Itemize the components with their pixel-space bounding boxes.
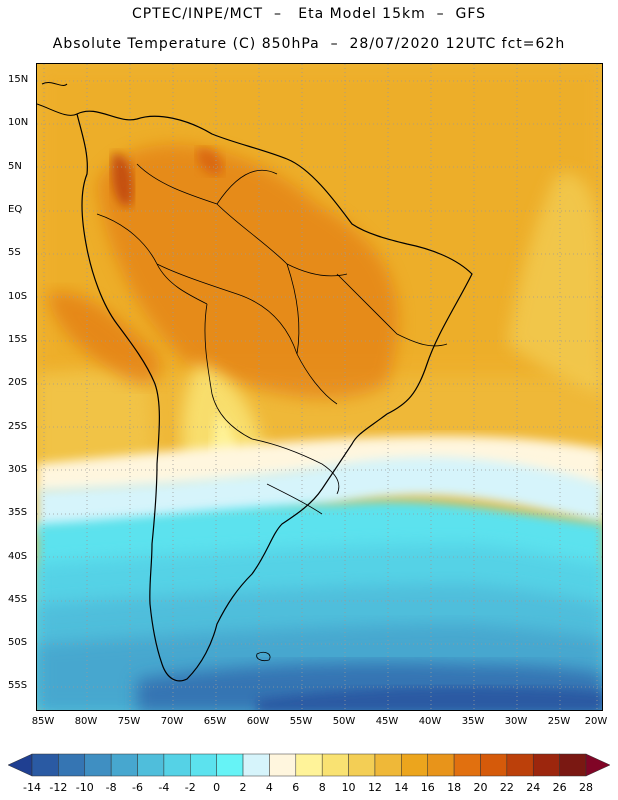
colorbar-swatch [480,753,508,777]
colorbar-min-triangle [7,753,33,777]
colorbar-swatch [269,753,297,777]
central-america-coastline [37,82,78,116]
lat-label-25s: 25S [8,421,28,432]
lat-label-20s: 20S [8,377,28,388]
country-borders [96,163,448,515]
south-america-coastline [76,110,473,682]
colorbar-swatch [506,753,534,777]
colorbar-swatch [84,753,112,777]
map-title: CPTEC/INPE/MCT – Eta Model 15km – GFS [131,6,487,22]
colorbar-tick-label: 12 [367,781,382,794]
lat-label-5s: 5S [8,247,21,258]
lat-label-10s: 10S [8,291,28,302]
colorbar-swatch [321,753,349,777]
colorbar-swatch [58,753,86,777]
lon-label-55w: 55W [289,716,313,727]
colorbar-swatch [137,753,165,777]
colorbar-tick-label: 14 [394,781,409,794]
lat-label-15s: 15S [8,334,28,345]
colorbar-swatch [242,753,270,777]
colorbar-swatch [427,753,455,777]
colorbar-max-triangle [585,753,611,777]
lat-label-eq: EQ [8,204,23,215]
lat-label-10n: 10N [8,117,29,128]
colorbar-swatch [348,753,376,777]
colorbar-swatch [31,753,59,777]
temperature-field [37,64,602,710]
lon-label-85w: 85W [31,716,55,727]
colorbar-tick-label: -14 [23,781,41,794]
lon-label-70w: 70W [160,716,184,727]
lon-label-35w: 35W [461,716,485,727]
colorbar-tick-label: 4 [265,781,273,794]
colorbar-swatch [374,753,402,777]
colorbar-swatch [532,753,560,777]
colorbar-tick-label: 20 [473,781,488,794]
temperature-map [36,63,603,711]
colorbar-tick-label: 6 [292,781,300,794]
lon-label-75w: 75W [117,716,141,727]
lat-label-5n: 5N [8,161,22,172]
colorbar-tick-label: 28 [579,781,593,794]
colorbar-tick-label: -12 [49,781,68,794]
lon-label-65w: 65W [203,716,227,727]
lon-label-30w: 30W [504,716,528,727]
colorbar-swatch [453,753,481,777]
colorbar-tick-label: 22 [499,781,514,794]
lon-label-45w: 45W [375,716,399,727]
lon-label-20w: 20W [584,716,608,727]
colorbar-tick-label: -4 [158,781,170,794]
lat-label-50s: 50S [8,637,28,648]
colorbar-swatch [295,753,323,777]
lat-label-55s: 55S [8,680,28,691]
lat-label-40s: 40S [8,551,28,562]
lat-label-30s: 30S [8,464,28,475]
temperature-colorbar [7,753,611,777]
colorbar-swatch [190,753,217,777]
colorbar-tick-label: -6 [132,781,143,794]
colorbar-tick-label: 16 [420,781,435,794]
colorbar-swatch [216,753,244,777]
lat-label-15n: 15N [8,74,29,85]
lat-label-35s: 35S [8,507,28,518]
lon-label-25w: 25W [547,716,571,727]
lon-label-60w: 60W [246,716,270,727]
colorbar-swatch [401,753,428,777]
lat-label-45s: 45S [8,594,28,605]
colorbar-tick-label: 0 [213,781,221,794]
colorbar-tick-label: -8 [105,781,117,794]
colorbar-tick-label: 26 [552,781,567,794]
colorbar-tick-label: -2 [184,781,196,794]
lon-label-40w: 40W [418,716,442,727]
colorbar-tick-label: -10 [75,781,94,794]
lon-label-50w: 50W [332,716,356,727]
lon-label-80w: 80W [74,716,98,727]
colorbar-tick-label: 24 [526,781,541,794]
colorbar-swatch [163,753,191,777]
colorbar-tick-label: 2 [239,781,247,794]
colorbar-swatch [110,753,138,777]
colorbar-tick-label: 10 [341,781,356,794]
colorbar-tick-label: 18 [447,781,462,794]
colorbar-tick-label: 8 [318,781,326,794]
colorbar-swatch [559,753,587,777]
map-subtitle: Absolute Temperature (C) 850hPa – 28/07/… [52,36,566,52]
